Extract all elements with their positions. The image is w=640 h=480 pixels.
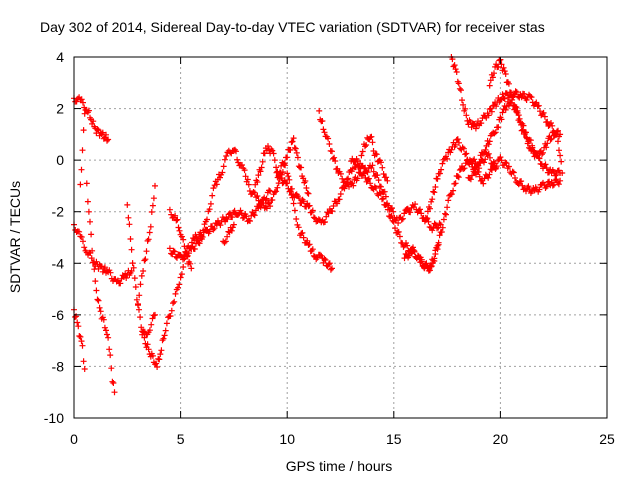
- series-markers: [135, 182, 158, 309]
- series-markers: [316, 107, 391, 190]
- series-arc11: [220, 221, 237, 246]
- x-tick-label: 20: [493, 431, 509, 447]
- axis-ticks: 0 5 10 15 20 25 -10 -8 -6 -4 -2 0 2 4: [44, 49, 615, 447]
- x-tick-label: 0: [70, 431, 78, 447]
- series-arc5: [77, 110, 88, 188]
- y-axis-label: SDTVAR / TECUs: [7, 181, 23, 293]
- series-markers: [401, 150, 500, 274]
- series-markers: [284, 170, 335, 273]
- y-tick-label: -8: [52, 358, 65, 374]
- series-arc4: [83, 180, 118, 396]
- series-markers: [465, 96, 566, 183]
- series-markers: [166, 146, 289, 263]
- y-tick-label: -4: [52, 255, 65, 271]
- x-tick-label: 15: [386, 431, 402, 447]
- x-tick-label: 25: [599, 431, 615, 447]
- plot-frame: [73, 56, 608, 419]
- y-tick-label: -6: [52, 307, 65, 323]
- series-arc21: [465, 96, 566, 183]
- series-markers: [220, 221, 237, 246]
- x-tick-label: 10: [279, 431, 295, 447]
- series-arc7: [135, 182, 158, 309]
- series-arc10: [166, 146, 289, 263]
- series-arc18: [422, 136, 564, 223]
- chart-title: Day 302 of 2014, Sidereal Day-to-day VTE…: [40, 19, 545, 35]
- series-arc15: [316, 107, 391, 190]
- series-markers: [422, 136, 564, 223]
- series-markers: [139, 311, 158, 338]
- x-tick-label: 5: [177, 431, 185, 447]
- x-axis-label: GPS time / hours: [286, 458, 393, 474]
- y-tick-label: 2: [56, 101, 64, 117]
- y-tick-label: 0: [56, 152, 64, 168]
- series-markers: [77, 110, 88, 188]
- y-tick-label: 4: [56, 49, 64, 65]
- series-markers: [83, 180, 118, 396]
- y-tick-label: -2: [52, 204, 65, 220]
- series-arc8: [139, 311, 158, 338]
- y-tick-label: -10: [44, 410, 64, 426]
- series-arc14: [284, 170, 335, 273]
- series-arc17: [401, 150, 500, 274]
